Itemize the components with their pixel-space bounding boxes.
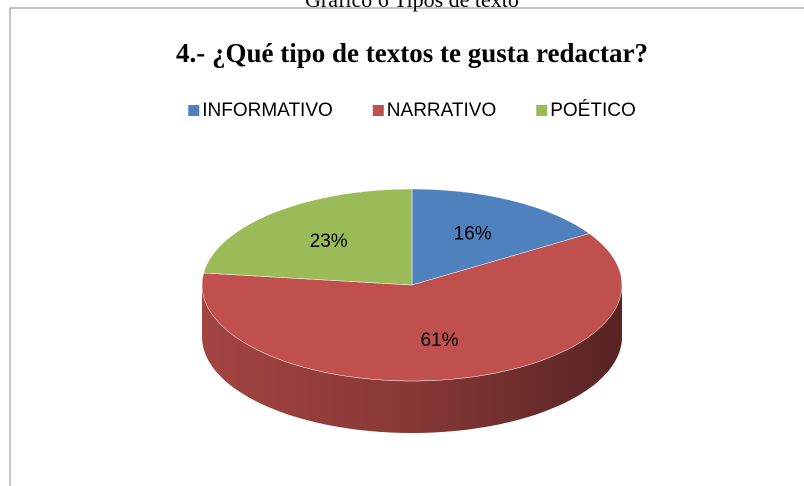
legend: INFORMATIVO NARRATIVO POÉTICO [188,100,636,121]
legend-label: POÉTICO [550,100,636,121]
pie-slice [411,188,590,286]
data-label: 61% [420,330,458,351]
legend-swatch [372,105,384,116]
pie-slice [203,188,413,286]
chart-frame [9,7,804,486]
legend-swatch [536,105,548,116]
chart-title: 4.- ¿Qué tipo de textos te gusta redacta… [176,38,648,68]
data-label: 23% [310,231,348,252]
caption: Gráfico 6 Tipos de texto [305,0,519,12]
legend-swatch [188,105,200,116]
data-label: 16% [454,224,492,245]
pie: 16% 61% 23% [201,188,623,433]
pie-slice [201,233,623,382]
legend-label: INFORMATIVO [202,100,333,121]
legend-label: NARRATIVO [387,100,496,121]
pie-wall-shade [202,285,622,433]
